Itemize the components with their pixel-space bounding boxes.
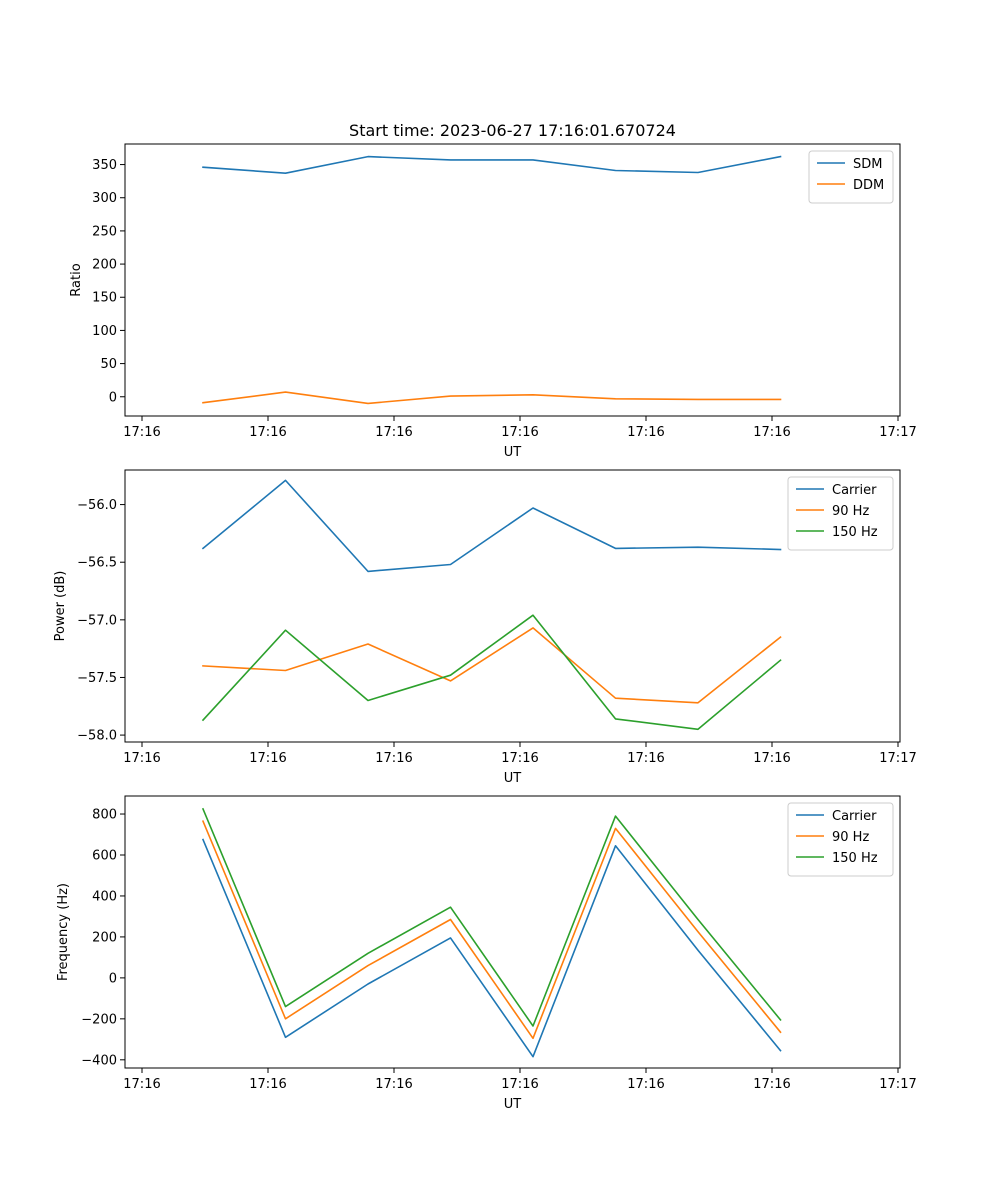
legend-entry: 150 Hz	[832, 851, 878, 866]
plot-frame	[124, 795, 901, 1069]
x-tick-label: 17:16	[375, 1077, 412, 1092]
legend: Carrier 90 Hz 150 Hz	[787, 802, 894, 877]
x-tick-label: 17:16	[753, 751, 790, 766]
series-line-150-hz	[201, 614, 782, 731]
y-tick-label: −56.0	[77, 498, 117, 513]
x-tick-label: 17:17	[879, 751, 916, 766]
y-tick-label: 300	[92, 191, 117, 206]
y-axis-label: Ratio	[69, 263, 84, 296]
y-tick-label: 0	[109, 390, 117, 405]
legend-entry: 90 Hz	[832, 830, 869, 845]
x-tick-label: 17:16	[375, 751, 412, 766]
series-line-90-hz	[202, 627, 782, 704]
plot-frame	[124, 469, 901, 743]
x-tick-label: 17:16	[123, 1077, 160, 1092]
y-tick-label: 200	[92, 258, 117, 273]
y-axis-label: Power (dB)	[53, 571, 68, 642]
x-tick-label: 17:16	[249, 1077, 286, 1092]
legend-entry: 150 Hz	[832, 525, 878, 540]
x-tick-label: 17:16	[249, 425, 286, 440]
plot-frame	[124, 143, 901, 417]
series-line-ddm	[202, 391, 782, 405]
legend-entry: Carrier	[832, 809, 877, 824]
x-tick-label: 17:16	[123, 425, 160, 440]
x-tick-label: 17:17	[879, 1077, 916, 1092]
legend: Carrier 90 Hz 150 Hz	[787, 476, 894, 551]
legend-entry: 90 Hz	[832, 504, 869, 519]
y-tick-label: 150	[92, 291, 117, 306]
y-tick-label: −200	[81, 1012, 117, 1027]
legend-entry: Carrier	[832, 483, 877, 498]
x-tick-label: 17:16	[753, 425, 790, 440]
x-tick-label: 17:16	[123, 751, 160, 766]
x-axis-label: UT	[504, 771, 522, 786]
series-line-sdm	[202, 155, 782, 174]
series-line-carrier	[201, 479, 782, 573]
legend-box	[808, 150, 894, 204]
series-line-90-hz	[201, 820, 782, 1040]
x-tick-label: 17:16	[627, 1077, 664, 1092]
y-tick-label: −58.0	[77, 729, 117, 744]
y-tick-label: −57.5	[77, 671, 117, 686]
legend-entry: DDM	[853, 178, 884, 193]
legend-entry: SDM	[853, 157, 882, 172]
y-tick-label: 200	[92, 930, 117, 945]
x-tick-label: 17:16	[753, 1077, 790, 1092]
chart-panel-3: 17:16 17:16 17:16 17:16 17:16 17:16 17:17 −400 −…	[56, 795, 917, 1112]
x-axis-label: UT	[504, 445, 522, 460]
y-tick-label: −56.5	[77, 556, 117, 571]
y-tick-label: 400	[92, 889, 117, 904]
legend: SDM DDM	[808, 150, 894, 204]
x-tick-label: 17:16	[249, 751, 286, 766]
chart-panel-1: 17:16 17:16 17:16 17:16 17:16 17:16 17:17 0 50 10…	[69, 143, 917, 460]
y-tick-label: 50	[100, 357, 117, 372]
y-tick-label: 250	[92, 224, 117, 239]
x-tick-label: 17:16	[627, 751, 664, 766]
figure-title: Start time: 2023-06-27 17:16:01.670724	[349, 121, 676, 140]
y-axis-label: Frequency (Hz)	[56, 883, 71, 981]
y-tick-label: 600	[92, 848, 117, 863]
y-tick-label: 100	[92, 324, 117, 339]
x-tick-label: 17:16	[375, 425, 412, 440]
x-tick-label: 17:16	[501, 1077, 538, 1092]
y-tick-label: 350	[92, 158, 117, 173]
y-tick-label: 0	[109, 971, 117, 986]
x-tick-label: 17:16	[501, 751, 538, 766]
chart-panel-2: 17:16 17:16 17:16 17:16 17:16 17:16 17:17 −58.0…	[53, 469, 917, 786]
y-tick-label: 800	[92, 808, 117, 823]
series-line-150-hz	[201, 807, 782, 1027]
x-tick-label: 17:16	[627, 425, 664, 440]
y-tick-label: −57.0	[77, 613, 117, 628]
x-tick-label: 17:17	[879, 425, 916, 440]
x-tick-label: 17:16	[501, 425, 538, 440]
x-axis-label: UT	[504, 1097, 522, 1112]
series-line-carrier	[201, 838, 782, 1058]
y-tick-label: −400	[81, 1053, 117, 1068]
